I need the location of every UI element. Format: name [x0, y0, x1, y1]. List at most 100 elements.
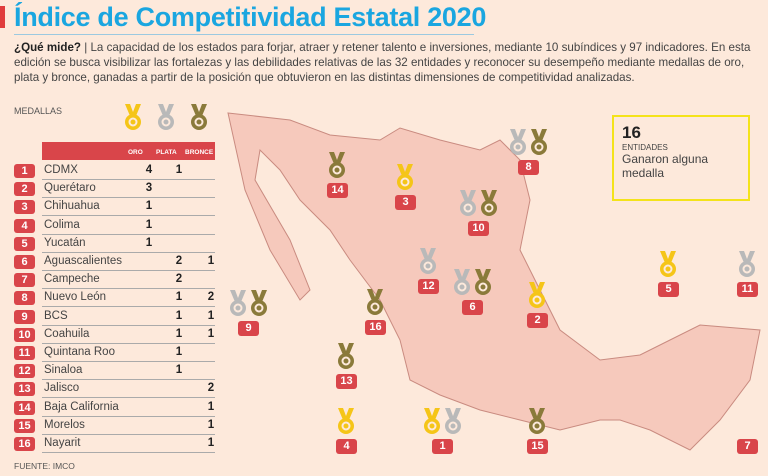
rank-badge: 13	[14, 382, 35, 397]
intro-lead: ¿Qué mide?	[14, 41, 81, 54]
table-row: 14 Baja California 1	[14, 399, 215, 417]
rank-badge: 5	[14, 236, 35, 251]
rank-badge: 1	[14, 164, 35, 178]
bronce-count: 1	[207, 327, 215, 340]
state-name: Sinaloa	[44, 364, 83, 377]
row-divider	[42, 251, 215, 253]
rank-badge: 7	[14, 273, 35, 288]
silver-medal-icon	[419, 248, 437, 276]
accent-bar	[0, 6, 5, 28]
state-marker-10: 10	[468, 221, 489, 236]
state-marker-9: 9	[238, 321, 259, 336]
plata-count: 1	[175, 327, 183, 340]
row-divider	[42, 179, 215, 180]
state-marker-13: 13	[336, 374, 357, 389]
row-divider	[42, 215, 215, 217]
bronce-count: 2	[207, 291, 215, 304]
gold-medal-icon	[396, 164, 414, 192]
bronze-medal-icon	[250, 290, 268, 318]
state-marker-15: 15	[527, 439, 548, 454]
state-name: Querétaro	[44, 182, 96, 195]
gold-medal-icon	[124, 104, 142, 132]
row-divider	[42, 288, 215, 290]
rank-badge: 3	[14, 200, 35, 215]
divider	[14, 34, 474, 35]
callout-label: ENTIDADES	[622, 143, 668, 152]
state-marker-7: 7	[737, 439, 758, 454]
table-row: 11 Quintana Roo 1	[14, 344, 215, 362]
state-marker-14: 14	[327, 183, 348, 198]
silver-medal-icon	[229, 290, 247, 318]
plata-count: 1	[175, 364, 183, 377]
row-divider	[42, 433, 215, 435]
silver-medal-icon	[459, 190, 477, 218]
table-row: 7 Campeche 2	[14, 271, 215, 290]
rank-badge: 4	[14, 218, 35, 233]
state-name: Campeche	[44, 273, 100, 286]
callout-number: 16	[622, 123, 641, 142]
oro-count: 4	[145, 164, 153, 176]
header-oro: ORO	[128, 149, 143, 156]
bronze-medal-icon	[190, 104, 208, 132]
gold-medal-icon	[528, 282, 546, 310]
callout-text: Ganaron alguna medalla	[622, 152, 709, 180]
table-row: 1 CDMX 4 1	[14, 162, 215, 180]
plata-count: 2	[175, 255, 183, 267]
state-name: Jalisco	[44, 382, 80, 395]
bronze-medal-icon	[328, 152, 346, 180]
rank-badge: 6	[14, 255, 35, 269]
silver-medal-icon	[444, 408, 462, 436]
bronze-medal-icon	[337, 343, 355, 371]
state-marker-12: 12	[418, 279, 439, 294]
plata-count: 1	[175, 346, 183, 358]
plata-count: 1	[175, 164, 183, 176]
state-marker-1: 1	[432, 439, 453, 454]
row-divider	[42, 361, 215, 362]
silver-medal-icon	[453, 269, 471, 297]
table-row: 9 BCS 1 1	[14, 308, 215, 326]
state-name: Nayarit	[44, 437, 81, 449]
rank-badge: 8	[14, 291, 35, 306]
bronce-count: 1	[207, 255, 215, 267]
bronce-count: 1	[207, 418, 215, 431]
gold-medal-icon	[659, 251, 677, 279]
state-marker-11: 11	[737, 282, 758, 297]
summary-callout: 16 ENTIDADES Ganaron alguna medalla	[612, 115, 750, 201]
table-header: ORO PLATA BRONCE	[42, 142, 215, 160]
rank-badge: 12	[14, 364, 35, 379]
silver-medal-icon	[157, 104, 175, 132]
table-row: 2 Querétaro 3	[14, 180, 215, 199]
table-row: 5 Yucatán 1	[14, 235, 215, 253]
gold-medal-icon	[337, 408, 355, 436]
table-row: 4 Colima 1	[14, 217, 215, 235]
table-row: 10 Coahuila 1 1	[14, 326, 215, 344]
medals-label: MEDALLAS	[14, 106, 63, 116]
oro-count: 1	[145, 200, 153, 213]
state-marker-16: 16	[365, 320, 386, 335]
row-divider	[42, 306, 215, 308]
table-row: 16 Nayarit 1	[14, 435, 215, 453]
row-divider	[42, 342, 215, 344]
header-bronce: BRONCE	[185, 149, 214, 156]
state-name: Yucatán	[44, 236, 86, 249]
page-title: Índice de Competitividad Estatal 2020	[14, 2, 487, 32]
intro-text: ¿Qué mide? | La capacidad de los estados…	[14, 40, 754, 85]
table-row: 8 Nuevo León 1 2	[14, 289, 215, 308]
row-divider	[42, 379, 215, 381]
state-name: BCS	[44, 309, 68, 322]
oro-count: 1	[145, 236, 153, 249]
bronze-medal-icon	[474, 269, 492, 297]
rank-badge: 15	[14, 418, 35, 433]
state-name: Quintana Roo	[44, 346, 115, 358]
oro-count: 3	[145, 182, 153, 195]
rank-badge: 14	[14, 400, 35, 415]
table-row: 13 Jalisco 2	[14, 380, 215, 399]
state-name: Coahuila	[44, 327, 90, 340]
table-row: 3 Chihuahua 1	[14, 198, 215, 217]
bronce-count: 1	[207, 437, 215, 449]
state-marker-2: 2	[527, 313, 548, 328]
bronce-count: 1	[207, 400, 215, 413]
state-name: Chihuahua	[44, 200, 100, 213]
silver-medal-icon	[509, 129, 527, 157]
